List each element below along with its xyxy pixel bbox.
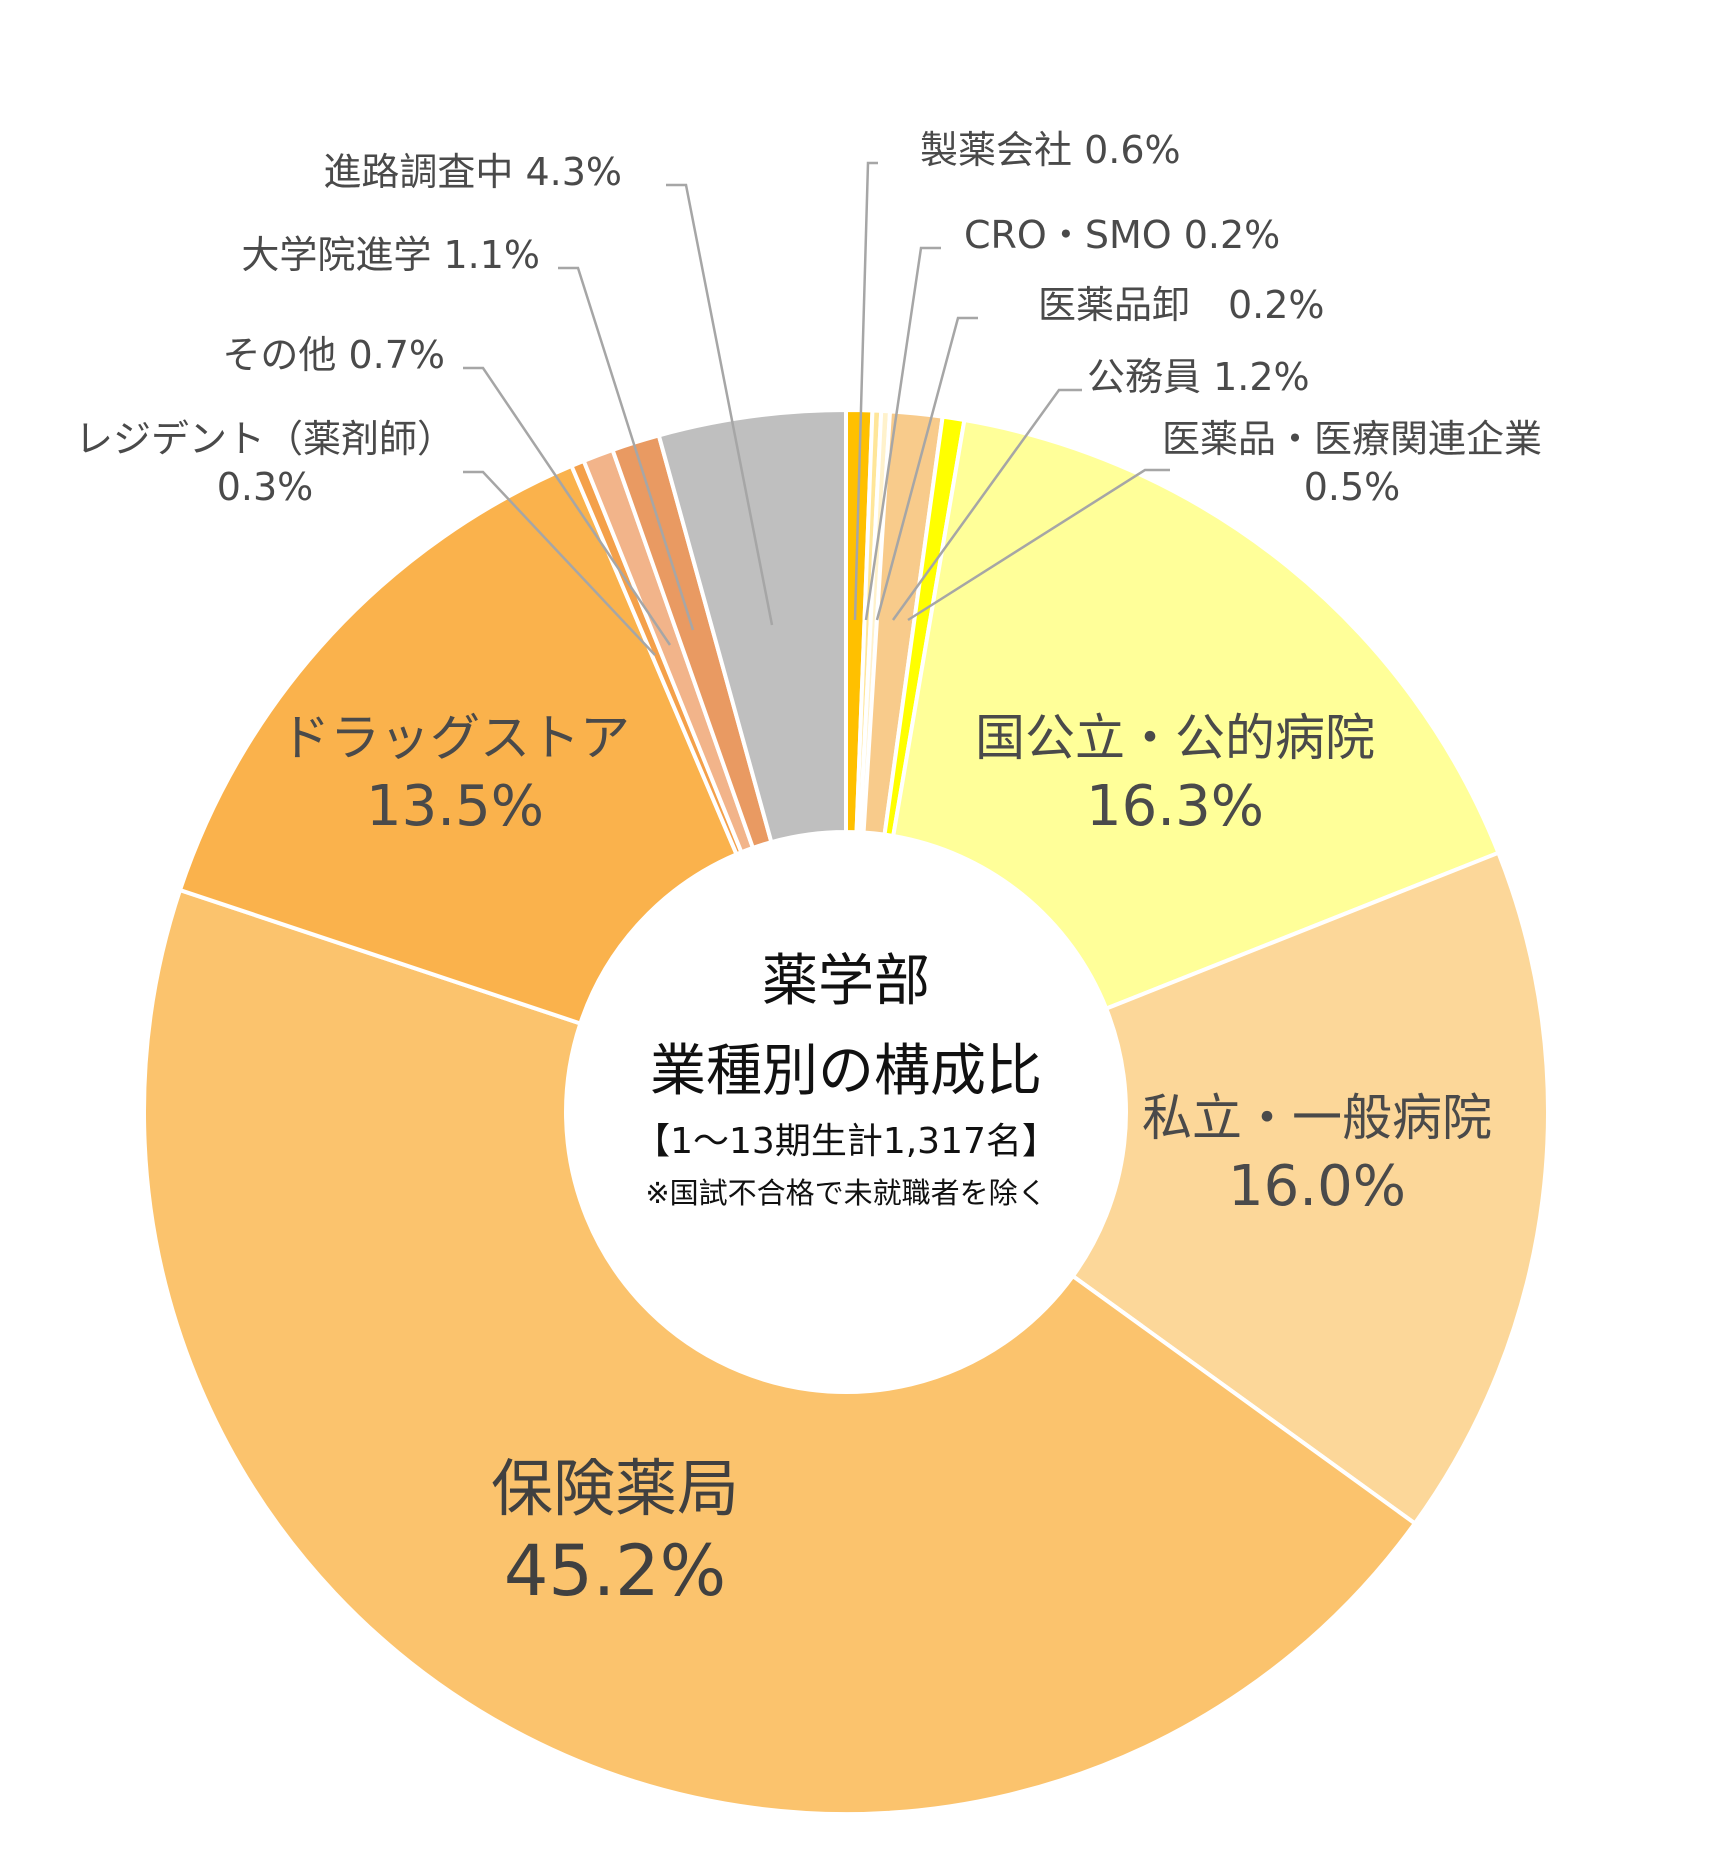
slice-12-leader-line — [666, 183, 774, 626]
slice-5-label: 国公立・公的病院 — [975, 709, 1375, 767]
slice-3-label: 公務員 1.2% — [1087, 355, 1310, 399]
slice-7 — [142, 887, 1418, 1816]
center-title-line2: 業種別の構成比 — [650, 1039, 1042, 1104]
slice-9-label: レジデント（薬剤師） — [75, 417, 455, 461]
slice-labels: 製薬会社 0.6% CRO・SMO 0.2% 医薬品卸 0.2% 公務員 1.2% 医薬… — [75, 128, 1542, 1612]
slice-12 — [656, 407, 848, 845]
slice-11-label: 大学院進学 1.1% — [241, 233, 540, 277]
slice-8-percent-label: 13.5% — [366, 774, 544, 839]
slice-2-leader-line — [875, 316, 978, 621]
slice-10-label: その他 0.7% — [222, 333, 445, 377]
slice-4-percent-label: 0.5% — [1304, 465, 1401, 509]
slice-2-label: 医薬品卸 0.2% — [1038, 283, 1325, 327]
slice-12-label: 進路調査中 4.3% — [323, 150, 622, 194]
slice-7-label: 保険薬局 — [491, 1452, 739, 1525]
slice-8-label: ドラッグストア — [280, 709, 630, 767]
slice-9-percent-label: 0.3% — [217, 465, 314, 509]
slice-9-leader-line — [463, 470, 656, 656]
center-title-line1: 薬学部 — [762, 949, 930, 1014]
slice-5 — [890, 417, 1501, 1012]
slice-4-label: 医薬品・医療関連企業 — [1162, 417, 1542, 461]
center-text: 薬学部 業種別の構成比 【1～13期生計1,317名】 ※国試不合格で未就職者を… — [634, 949, 1058, 1210]
slice-1-label: CRO・SMO 0.2% — [964, 213, 1280, 257]
slice-4-leader-line — [907, 468, 1170, 622]
donut-hole — [568, 834, 1124, 1390]
slice-0-label: 製薬会社 0.6% — [920, 128, 1181, 172]
slice-10-leader-line — [463, 366, 672, 646]
slice-5-percent-label: 16.3% — [1086, 774, 1264, 839]
center-note: ※国試不合格で未就職者を除く — [645, 1176, 1046, 1210]
slice-8 — [177, 463, 740, 1026]
slice-0-leader-line — [853, 161, 878, 621]
slice-1-leader-line — [864, 246, 941, 621]
slice-6-percent-label: 16.0% — [1228, 1154, 1406, 1219]
slice-3-leader-line — [891, 388, 1082, 621]
leader-lines — [463, 161, 1170, 656]
slice-11-leader-line — [558, 266, 695, 631]
slice-6-label: 私立・一般病院 — [1142, 1089, 1492, 1147]
center-subtitle: 【1～13期生計1,317名】 — [634, 1121, 1058, 1162]
slice-6 — [1070, 850, 1550, 1527]
donut-slices — [142, 407, 1550, 1816]
slice-7-percent-label: 45.2% — [504, 1530, 726, 1612]
